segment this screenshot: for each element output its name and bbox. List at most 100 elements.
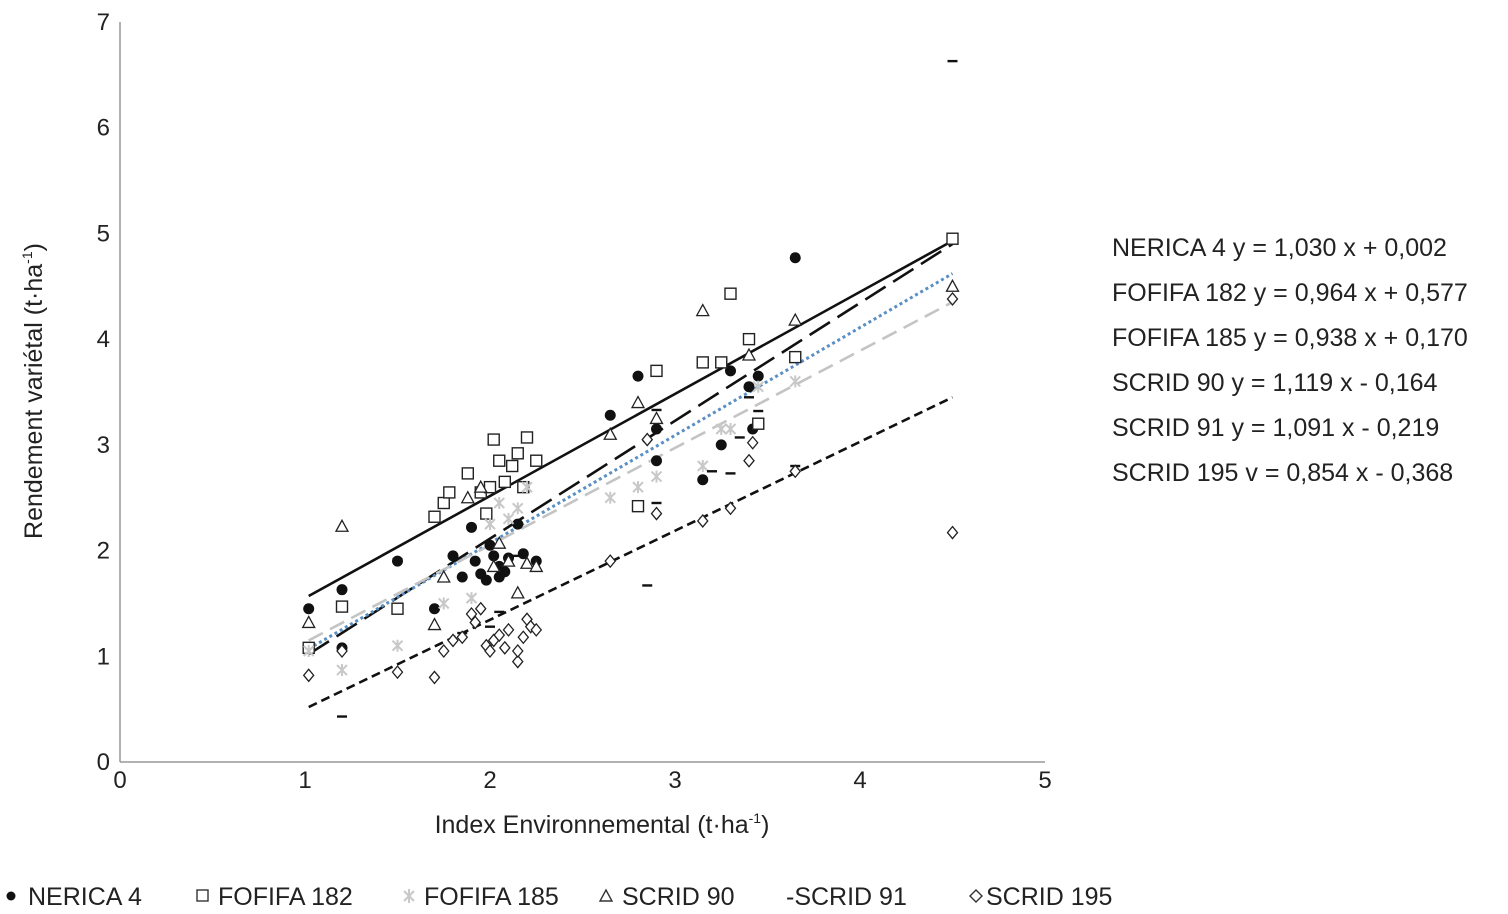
y-tick-label: 0 bbox=[97, 749, 110, 776]
point-nerica-4 bbox=[429, 603, 440, 615]
point-fofifa-185 bbox=[521, 481, 533, 494]
point-scrid-195 bbox=[517, 630, 530, 645]
point-scrid-90 bbox=[741, 347, 757, 361]
legend-item-fofifa-182: FOFIFA 182 bbox=[196, 883, 353, 911]
point-scrid-195 bbox=[946, 525, 959, 540]
plot-area: 0 1 2 3 4 5 0 1 2 3 4 5 6 7 bbox=[97, 9, 1052, 794]
legend-label: NERICA 4 bbox=[28, 883, 142, 911]
point-fofifa-182 bbox=[650, 364, 663, 378]
point-fofifa-185 bbox=[465, 592, 478, 605]
trendline-nerica-4 bbox=[308, 239, 954, 598]
point-scrid-90 bbox=[301, 615, 316, 629]
point-scrid-90 bbox=[501, 553, 516, 567]
point-nerica-4 bbox=[651, 455, 662, 467]
point-fofifa-185 bbox=[724, 423, 737, 435]
point-nerica-4 bbox=[392, 555, 403, 567]
point-scrid-90 bbox=[492, 535, 507, 549]
point-scrid-90 bbox=[630, 395, 646, 409]
trendline-fofifa-185 bbox=[308, 300, 954, 642]
point-fofifa-182 bbox=[480, 507, 493, 520]
y-ticks: 0 1 2 3 4 5 6 7 bbox=[97, 9, 110, 776]
x-ticks: 0 1 2 3 4 5 bbox=[113, 767, 1051, 794]
point-fofifa-182 bbox=[391, 602, 404, 615]
point-nerica-4 bbox=[743, 381, 755, 393]
point-scrid-90 bbox=[945, 278, 960, 292]
point-scrid-195 bbox=[650, 506, 663, 521]
point-fofifa-185 bbox=[502, 512, 515, 525]
point-nerica-4 bbox=[604, 409, 616, 421]
legend-marker-filled-circle-icon bbox=[6, 891, 16, 901]
point-fofifa-185 bbox=[752, 380, 764, 393]
point-nerica-4 bbox=[651, 423, 662, 435]
point-fofifa-182 bbox=[724, 287, 737, 300]
point-scrid-195 bbox=[428, 670, 441, 685]
point-fofifa-185 bbox=[512, 502, 524, 515]
equation-nerica-4: NERICA 4 y = 1,030 x + 0,002 bbox=[1112, 234, 1447, 262]
markers bbox=[301, 59, 960, 718]
point-nerica-4 bbox=[632, 370, 644, 382]
point-scrid-195 bbox=[437, 643, 450, 659]
point-fofifa-185 bbox=[715, 423, 727, 435]
y-axis-title: Rendement variétal (t·ha-1) bbox=[19, 243, 48, 539]
point-fofifa-182 bbox=[437, 496, 450, 510]
point-scrid-195 bbox=[484, 643, 496, 659]
point-nerica-4 bbox=[303, 603, 315, 615]
legend-marker-x-cross-icon bbox=[403, 889, 415, 903]
point-nerica-4 bbox=[488, 550, 500, 562]
trendline-fofifa-182 bbox=[308, 242, 954, 656]
point-scrid-90 bbox=[788, 312, 803, 326]
point-scrid-195 bbox=[302, 668, 315, 683]
point-fofifa-185 bbox=[650, 470, 663, 483]
point-nerica-4 bbox=[725, 365, 736, 377]
equation-fofifa-185: FOFIFA 185 y = 0,938 x + 0,170 bbox=[1112, 324, 1468, 352]
point-scrid-90 bbox=[436, 569, 451, 583]
point-nerica-4 bbox=[752, 370, 764, 382]
point-fofifa-185 bbox=[302, 645, 315, 657]
x-tick-label: 0 bbox=[113, 767, 126, 794]
point-fofifa-182 bbox=[631, 499, 645, 513]
point-nerica-4 bbox=[480, 574, 492, 586]
point-fofifa-182 bbox=[506, 459, 519, 473]
point-fofifa-182 bbox=[696, 356, 709, 369]
point-fofifa-182 bbox=[443, 486, 456, 499]
y-tick-label: 7 bbox=[97, 9, 110, 36]
point-scrid-90 bbox=[649, 411, 664, 425]
point-scrid-195 bbox=[474, 601, 487, 616]
point-scrid-195 bbox=[469, 615, 482, 630]
point-fofifa-185 bbox=[484, 518, 496, 531]
point-scrid-90 bbox=[427, 617, 442, 631]
point-fofifa-185 bbox=[336, 664, 348, 677]
point-fofifa-182 bbox=[789, 350, 802, 364]
point-scrid-90 bbox=[529, 559, 544, 573]
equation-fofifa-182: FOFIFA 182 y = 0,964 x + 0,577 bbox=[1112, 279, 1468, 307]
legend-item-fofifa-185: FOFIFA 185 bbox=[403, 883, 559, 911]
y-tick-label: 1 bbox=[97, 643, 110, 670]
point-fofifa-185 bbox=[632, 481, 644, 494]
y-tick-label: 3 bbox=[97, 432, 110, 459]
point-fofifa-182 bbox=[335, 600, 349, 613]
legend-label: SCRID 195 bbox=[986, 883, 1112, 911]
legend-item-scrid-195: SCRID 195 bbox=[969, 883, 1112, 911]
trendlines bbox=[307, 239, 954, 709]
point-scrid-195 bbox=[746, 435, 759, 450]
legend-label: -SCRID 91 bbox=[786, 883, 907, 911]
y-tick-label: 6 bbox=[97, 115, 110, 142]
y-tick-label: 5 bbox=[97, 220, 110, 247]
legend-item-nerica-4: NERICA 4 bbox=[6, 883, 142, 911]
point-scrid-90 bbox=[486, 559, 501, 573]
point-scrid-195 bbox=[447, 633, 459, 648]
equations: NERICA 4 y = 1,030 x + 0,002 FOFIFA 182 … bbox=[1112, 234, 1468, 487]
point-nerica-4 bbox=[789, 252, 801, 264]
point-scrid-195 bbox=[391, 665, 404, 680]
point-scrid-195 bbox=[743, 453, 755, 468]
y-tick-label: 2 bbox=[97, 538, 110, 565]
equation-scrid-90: SCRID 90 y = 1,119 x - 0,164 bbox=[1112, 369, 1437, 397]
point-nerica-4 bbox=[447, 550, 459, 562]
point-fofifa-182 bbox=[493, 454, 506, 467]
point-fofifa-182 bbox=[715, 356, 728, 369]
point-fofifa-182 bbox=[946, 232, 959, 245]
point-scrid-195 bbox=[641, 432, 654, 447]
point-fofifa-182 bbox=[530, 454, 543, 467]
legend-marker-open-diamond-icon bbox=[969, 889, 983, 903]
